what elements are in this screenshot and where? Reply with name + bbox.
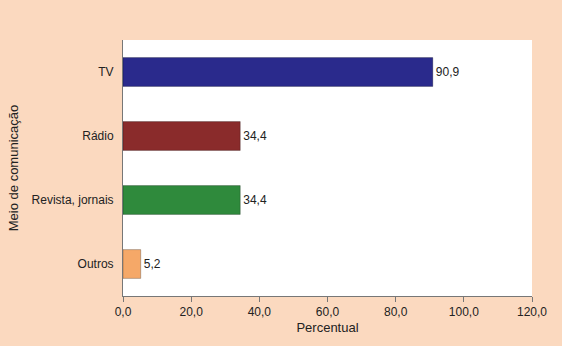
svg-text:Revista, jornais: Revista, jornais xyxy=(32,193,114,207)
svg-text:34,4: 34,4 xyxy=(243,193,267,207)
svg-text:5,2: 5,2 xyxy=(144,257,161,271)
svg-text:Percentual: Percentual xyxy=(296,320,358,335)
svg-text:40,0: 40,0 xyxy=(248,305,272,319)
svg-text:100,0: 100,0 xyxy=(449,305,479,319)
svg-text:80,0: 80,0 xyxy=(384,305,408,319)
svg-text:34,4: 34,4 xyxy=(243,129,267,143)
svg-text:TV: TV xyxy=(98,65,113,79)
svg-text:Rádio: Rádio xyxy=(82,129,114,143)
svg-text:120,0: 120,0 xyxy=(517,305,547,319)
svg-text:Meio de comunicação: Meio de comunicação xyxy=(6,105,21,231)
svg-text:20,0: 20,0 xyxy=(179,305,203,319)
svg-text:90,9: 90,9 xyxy=(436,65,460,79)
svg-text:Outros: Outros xyxy=(78,257,114,271)
svg-text:60,0: 60,0 xyxy=(316,305,340,319)
svg-text:0,0: 0,0 xyxy=(115,305,132,319)
